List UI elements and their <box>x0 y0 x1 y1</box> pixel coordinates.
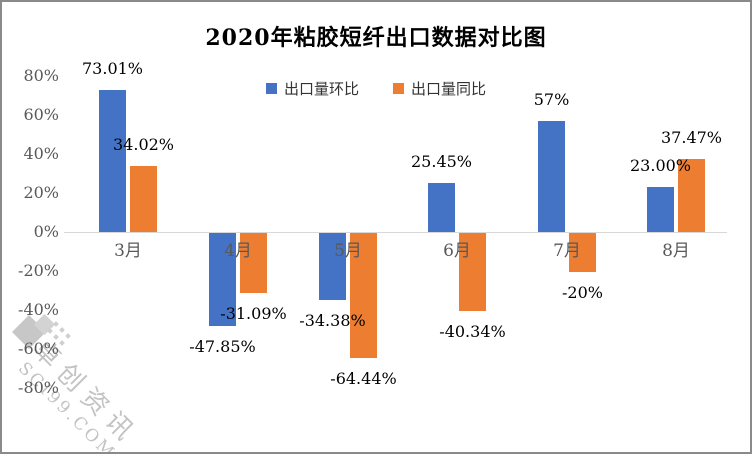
data-label: -47.85% <box>189 337 256 357</box>
legend-label-mom: 出口量环比 <box>283 80 359 98</box>
legend: 出口量环比 出口量同比 <box>2 78 750 99</box>
legend-swatch-orange-icon <box>393 83 404 94</box>
y-tick-label: -20% <box>18 260 59 280</box>
x-axis-label: 7月 <box>553 241 581 261</box>
y-tick-label: -80% <box>18 377 59 397</box>
bar-mom-8月 <box>647 187 674 232</box>
bar-mom-7月 <box>538 121 565 232</box>
bar-mom-4月 <box>209 233 236 327</box>
legend-swatch-blue-icon <box>265 83 277 94</box>
x-axis-label: 5月 <box>334 241 362 261</box>
y-tick-label: -60% <box>18 338 59 358</box>
y-tick-label: -40% <box>18 299 59 319</box>
data-label: 34.02% <box>112 134 175 154</box>
data-label: -20% <box>562 282 603 302</box>
bar-yoy-7月 <box>569 233 596 272</box>
bar-yoy-6月 <box>459 233 486 312</box>
data-label: -31.09% <box>220 304 287 324</box>
data-label: -34.38% <box>299 310 366 330</box>
y-tick-label: 60% <box>23 105 59 125</box>
data-label: 25.45% <box>410 151 473 171</box>
data-label: -64.44% <box>330 369 397 389</box>
x-axis-label: 8月 <box>662 241 690 261</box>
y-tick-label: 20% <box>23 183 59 203</box>
legend-label-yoy: 出口量同比 <box>411 80 487 98</box>
data-label: 73.01% <box>81 59 144 79</box>
chart-title: 2020年粘胶短纤出口数据对比图 <box>205 25 547 51</box>
bar-yoy-3月 <box>130 165 157 232</box>
legend-item-yoy: 出口量同比 <box>393 78 486 99</box>
x-axis-label: 3月 <box>114 241 142 261</box>
data-label: 57% <box>533 90 570 110</box>
data-label: 23.00% <box>629 156 692 176</box>
x-axis-label: 6月 <box>443 241 471 261</box>
bar-yoy-8月 <box>678 159 705 232</box>
legend-item-mom: 出口量环比 <box>265 78 359 99</box>
y-tick-label: 80% <box>23 66 59 86</box>
bar-mom-3月 <box>99 90 126 232</box>
data-label: -40.34% <box>439 322 506 342</box>
bar-yoy-5月 <box>350 233 377 359</box>
bar-mom-6月 <box>428 182 455 232</box>
y-tick-label: 40% <box>23 144 59 164</box>
data-label: 37.47% <box>660 128 723 148</box>
y-tick-label: 0% <box>33 222 59 241</box>
x-axis-label: 4月 <box>224 241 252 261</box>
bar-mom-5月 <box>319 233 346 300</box>
bar-yoy-4月 <box>240 233 267 294</box>
x-axis-line <box>64 232 727 233</box>
